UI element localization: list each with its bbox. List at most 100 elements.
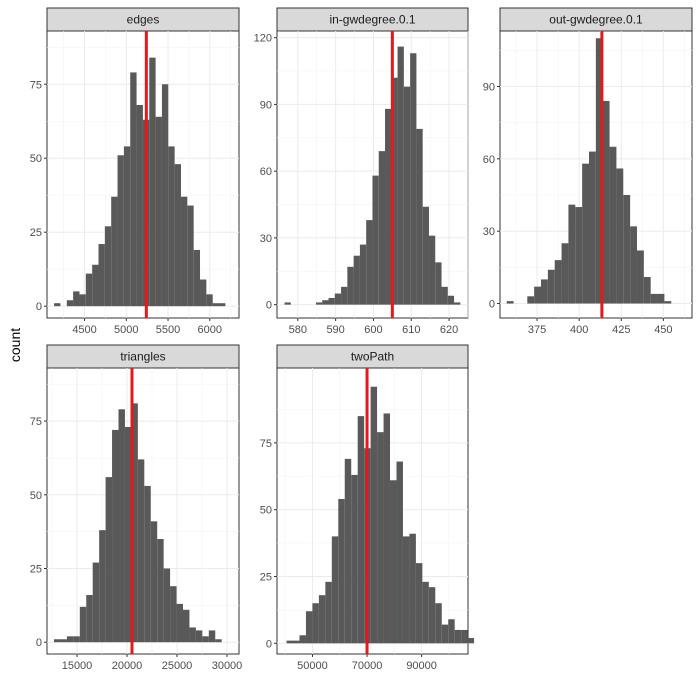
y-tick-label: 0 — [266, 300, 272, 312]
histogram-bar — [441, 286, 448, 305]
histogram-bar — [66, 300, 74, 307]
histogram-bar — [219, 303, 226, 307]
y-tick-label: 25 — [260, 571, 272, 583]
panel-triangles: triangles 15000 20000 25000 30000 0 25 50 75 — [30, 344, 243, 672]
strip-label: out-gwdegree.0.1 — [549, 13, 643, 27]
histogram-bar — [150, 521, 158, 643]
histogram-bar — [54, 303, 61, 307]
x-tick-label: 5500 — [156, 324, 180, 336]
histogram-bar — [397, 46, 404, 305]
histogram-bar — [305, 611, 313, 644]
x-tick-label: 6000 — [198, 324, 222, 336]
histogram-bar — [441, 624, 449, 644]
histogram-bar — [312, 603, 319, 644]
histogram-bar — [180, 196, 188, 307]
histogram-bar — [353, 255, 360, 305]
histogram-bar — [111, 196, 118, 307]
histogram-bar — [123, 146, 131, 307]
histogram-bar — [338, 498, 345, 644]
histogram-bar — [422, 581, 429, 644]
histogram-bar — [202, 636, 209, 643]
histogram-bar — [454, 629, 462, 644]
histogram-bar — [208, 630, 216, 643]
x-tick-label: 15000 — [62, 660, 93, 672]
x-tick-label: 400 — [570, 324, 588, 336]
histogram-bar — [341, 286, 348, 305]
histogram-bar — [568, 204, 576, 304]
histogram-bar — [527, 296, 535, 304]
histogram-bar — [650, 293, 658, 304]
strip-label: edges — [127, 13, 160, 27]
y-axis-ticks: 0 25 50 75 — [30, 79, 47, 313]
histogram-bar — [602, 100, 610, 304]
histogram-bar — [105, 477, 113, 643]
x-tick-label: 600 — [364, 324, 382, 336]
histogram-bar — [630, 226, 637, 304]
histogram-bar — [385, 108, 392, 305]
histogram-bar — [157, 539, 164, 643]
histogram-bar — [322, 300, 329, 305]
histogram-bar — [396, 461, 403, 644]
histogram-bar — [366, 220, 373, 305]
histogram-bar — [206, 294, 213, 307]
histogram-bar — [448, 619, 455, 644]
histogram-bar — [124, 426, 132, 643]
histogram-bar — [588, 151, 596, 304]
histogram-bar — [390, 480, 397, 644]
histogram-bar — [137, 459, 145, 643]
histogram-bar — [183, 609, 190, 643]
histogram-bar — [344, 458, 352, 644]
histogram-bar — [378, 151, 386, 305]
x-tick-label: 70000 — [352, 660, 383, 672]
histogram-bar — [155, 116, 162, 307]
histogram-bar — [547, 269, 555, 304]
histogram-bar — [331, 536, 339, 644]
histogram-bar — [467, 637, 475, 644]
histogram-bar — [130, 72, 137, 307]
histogram-bar — [168, 146, 175, 307]
histogram-bar — [447, 295, 455, 305]
histogram-bar — [144, 485, 151, 643]
y-tick-label: 0 — [36, 637, 42, 649]
y-axis-ticks: 0 25 50 75 — [260, 438, 277, 650]
histogram-bar — [284, 302, 291, 305]
y-tick-label: 50 — [260, 505, 272, 517]
y-tick-label: 0 — [489, 299, 495, 311]
histogram-bar — [334, 293, 342, 305]
histogram-bar — [409, 533, 416, 644]
histogram-bar — [73, 636, 80, 643]
x-tick-label: 30000 — [212, 660, 243, 672]
histogram-bar — [370, 386, 378, 644]
x-tick-label: 610 — [402, 324, 420, 336]
histogram-bar — [657, 293, 665, 304]
histogram-bar — [318, 595, 326, 644]
histogram-bar — [595, 38, 603, 304]
y-tick-label: 75 — [260, 438, 272, 450]
x-tick-label: 25000 — [162, 660, 193, 672]
histogram-bar — [117, 155, 124, 307]
x-axis-ticks: 375 400 425 450 — [528, 318, 673, 336]
histogram-bar — [176, 603, 183, 643]
histogram-bar — [118, 409, 125, 643]
histogram-bar — [402, 536, 410, 644]
histogram-bar — [66, 636, 74, 643]
histogram-bar — [454, 302, 461, 305]
histogram-bar — [435, 262, 442, 305]
histogram-bar — [215, 639, 222, 643]
histogram-bar — [534, 286, 542, 304]
histogram-bar — [60, 639, 67, 643]
histogram-bar — [422, 206, 429, 305]
histogram-bars — [284, 46, 461, 305]
histogram-bar — [328, 297, 335, 305]
y-axis-ticks: 0 30 60 90 — [483, 81, 500, 311]
y-tick-label: 30 — [260, 233, 272, 245]
y-tick-label: 0 — [266, 638, 272, 650]
histogram-bar — [149, 57, 156, 307]
x-tick-label: 4500 — [72, 324, 96, 336]
histogram-bar — [131, 403, 138, 643]
x-tick-label: 450 — [654, 324, 672, 336]
histogram-bar — [161, 84, 169, 307]
y-tick-label: 50 — [30, 153, 42, 165]
y-axis-ticks: 0 30 60 90 120 — [254, 33, 277, 312]
